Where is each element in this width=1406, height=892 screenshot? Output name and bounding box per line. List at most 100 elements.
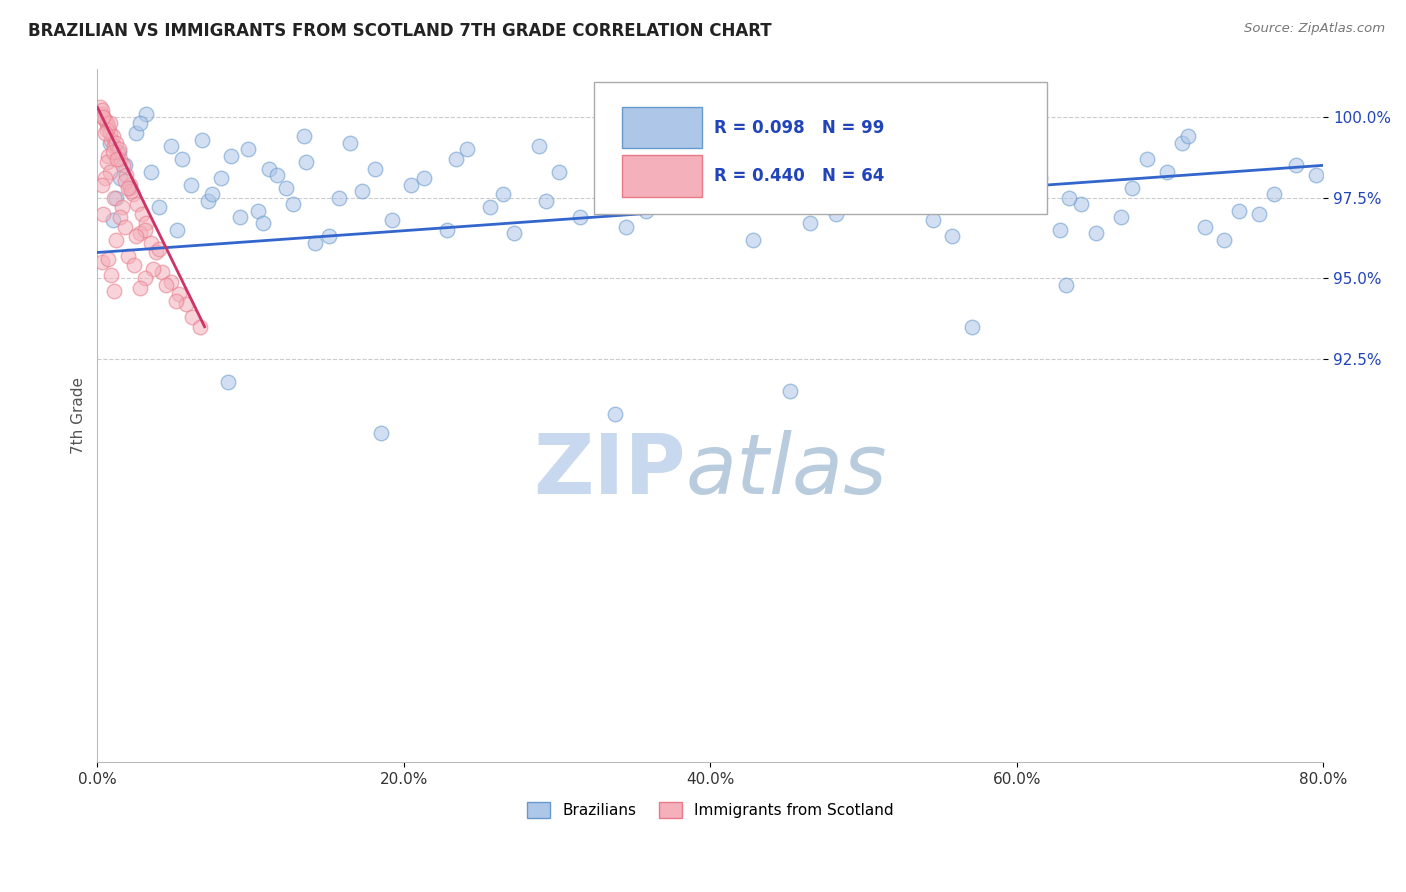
Point: [115, 168, 138, 182]
Point: [856, 187, 879, 202]
Point: [139, 165, 162, 179]
Point: [180, 178, 202, 192]
Point: [91, 178, 114, 192]
Point: [134, 223, 156, 237]
Point: [89, 100, 111, 114]
Point: [339, 136, 361, 150]
Point: [129, 116, 152, 130]
Point: [370, 426, 392, 441]
Point: [97, 120, 120, 134]
Point: [211, 171, 233, 186]
Point: [1171, 136, 1194, 150]
Point: [274, 181, 297, 195]
Point: [1212, 233, 1234, 247]
Point: [94, 171, 117, 186]
Point: [1305, 168, 1327, 182]
Point: [217, 375, 239, 389]
Point: [595, 158, 617, 172]
Point: [634, 203, 657, 218]
Point: [569, 210, 592, 224]
Point: [145, 245, 167, 260]
Point: [941, 229, 963, 244]
Point: [96, 123, 118, 137]
Text: Source: ZipAtlas.com: Source: ZipAtlas.com: [1244, 22, 1385, 36]
Point: [292, 129, 315, 144]
Point: [121, 187, 143, 202]
Point: [444, 152, 467, 166]
Point: [965, 184, 987, 198]
Point: [101, 213, 124, 227]
Point: [536, 194, 558, 208]
Text: R = 0.098   N = 99: R = 0.098 N = 99: [714, 119, 884, 136]
Point: [1263, 187, 1285, 202]
Point: [100, 132, 122, 146]
Point: [134, 271, 156, 285]
Point: [166, 223, 188, 237]
Point: [252, 216, 274, 230]
Point: [93, 110, 115, 124]
Point: [1177, 129, 1199, 144]
Point: [135, 216, 157, 230]
Point: [131, 207, 153, 221]
Point: [110, 152, 132, 166]
Point: [150, 265, 173, 279]
Point: [1085, 226, 1108, 240]
Point: [702, 197, 724, 211]
Point: [98, 136, 121, 150]
Point: [201, 187, 224, 202]
Point: [1109, 210, 1132, 224]
Point: [120, 184, 142, 198]
Point: [104, 233, 127, 247]
Point: [94, 113, 117, 128]
Point: [96, 155, 118, 169]
Point: [96, 116, 118, 130]
Point: [111, 200, 134, 214]
Point: [605, 407, 627, 421]
Point: [127, 197, 149, 211]
Legend: Brazilians, Immigrants from Scotland: Brazilians, Immigrants from Scotland: [520, 796, 900, 824]
Point: [962, 319, 984, 334]
Point: [1121, 181, 1143, 195]
Point: [107, 145, 129, 160]
Point: [188, 319, 211, 334]
Point: [170, 152, 193, 166]
Point: [762, 191, 785, 205]
Point: [1247, 207, 1270, 221]
Point: [112, 158, 135, 172]
Point: [229, 210, 252, 224]
Point: [100, 268, 122, 282]
Point: [129, 226, 152, 240]
Point: [103, 139, 125, 153]
Point: [478, 200, 501, 214]
Point: [110, 171, 132, 186]
Point: [174, 297, 197, 311]
Point: [412, 171, 434, 186]
Point: [91, 255, 114, 269]
Point: [401, 178, 423, 192]
Point: [129, 281, 152, 295]
Point: [676, 174, 699, 188]
Point: [104, 136, 127, 150]
Text: BRAZILIAN VS IMMIGRANTS FROM SCOTLAND 7TH GRADE CORRELATION CHART: BRAZILIAN VS IMMIGRANTS FROM SCOTLAND 7T…: [28, 22, 772, 40]
Point: [1057, 191, 1080, 205]
Point: [328, 191, 350, 205]
Point: [114, 219, 136, 234]
Point: [167, 287, 190, 301]
Point: [870, 139, 893, 153]
Point: [122, 259, 145, 273]
Point: [105, 152, 128, 166]
Point: [614, 219, 637, 234]
Point: [105, 145, 128, 160]
Text: atlas: atlas: [686, 431, 887, 511]
Point: [381, 213, 404, 227]
Point: [884, 161, 907, 176]
Point: [779, 384, 801, 399]
Point: [456, 142, 478, 156]
Point: [98, 126, 121, 140]
Point: [785, 126, 807, 140]
Point: [117, 181, 139, 195]
Point: [181, 310, 204, 324]
Point: [117, 249, 139, 263]
Point: [124, 126, 146, 140]
Point: [118, 181, 141, 195]
